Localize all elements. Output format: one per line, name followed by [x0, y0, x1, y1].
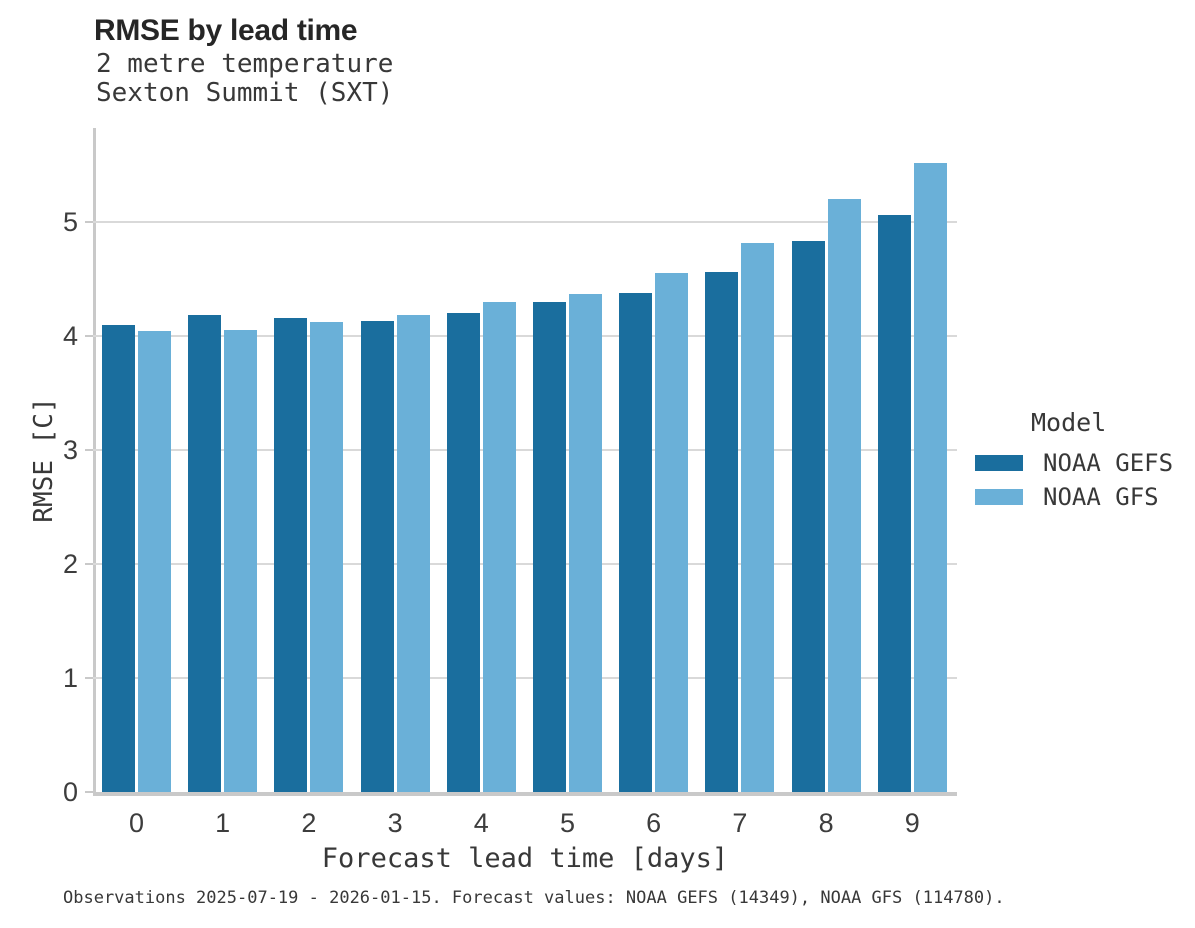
x-tick-label: 2	[301, 808, 317, 838]
legend-swatch	[975, 488, 1023, 505]
y-axis-tick	[85, 335, 93, 337]
y-axis-tick	[85, 563, 93, 565]
bar-noaa-gefs-day7	[705, 272, 739, 792]
x-tick-label: 6	[646, 808, 662, 838]
x-tick-label: 4	[473, 808, 489, 838]
x-tick-label: 3	[387, 808, 403, 838]
chart-subtitle-line2: Sexton Summit (SXT)	[96, 78, 394, 108]
y-gridline	[93, 677, 957, 679]
bar-noaa-gfs-day6	[655, 273, 689, 792]
bar-noaa-gfs-day5	[569, 294, 602, 792]
legend-item-label: NOAA GFS	[1043, 482, 1159, 511]
legend-swatch	[975, 455, 1023, 471]
x-tick-label: 5	[559, 808, 576, 838]
plot-area	[93, 128, 957, 792]
x-axis-spine	[93, 792, 957, 796]
bar-noaa-gefs-day0	[102, 325, 135, 792]
y-gridline	[93, 221, 957, 223]
x-tick-label: 8	[818, 808, 834, 838]
y-axis-spine	[93, 128, 96, 796]
legend-item: NOAA GEFS	[975, 449, 1174, 477]
y-gridline	[93, 563, 957, 565]
bar-noaa-gefs-day2	[274, 318, 308, 792]
bar-noaa-gefs-day1	[188, 315, 222, 792]
bar-noaa-gefs-day4	[446, 313, 480, 792]
y-axis-tick	[85, 449, 93, 451]
x-axis-title: Forecast lead time [days]	[321, 843, 729, 874]
chart-subtitle-line1: 2 metre temperature	[96, 49, 394, 79]
y-axis-tick	[85, 791, 93, 793]
bar-noaa-gfs-day9	[913, 163, 947, 792]
chart-title: RMSE by lead time	[94, 14, 358, 47]
bar-noaa-gefs-day6	[619, 293, 653, 792]
legend-item: NOAA GFS	[975, 482, 1159, 511]
bar-noaa-gfs-day1	[224, 330, 258, 792]
x-tick-label: 9	[904, 808, 920, 838]
y-gridline	[93, 335, 957, 337]
y-tick-label: 5	[62, 207, 78, 237]
bar-noaa-gefs-day9	[877, 215, 911, 792]
bar-noaa-gfs-day2	[310, 322, 344, 792]
bar-noaa-gefs-day8	[791, 241, 825, 792]
legend-item-label: NOAA GEFS	[1043, 449, 1174, 477]
bar-noaa-gfs-day0	[138, 331, 171, 792]
y-tick-label: 1	[62, 663, 78, 693]
bar-noaa-gfs-day8	[827, 199, 861, 792]
y-axis-tick	[85, 677, 93, 679]
y-axis-tick	[85, 221, 93, 223]
bar-noaa-gfs-day4	[482, 302, 516, 792]
y-tick-label: 0	[62, 777, 78, 807]
y-tick-label: 4	[62, 321, 78, 351]
bar-noaa-gefs-day5	[533, 302, 566, 792]
y-tick-label: 2	[62, 549, 78, 579]
legend-title: Model	[1031, 408, 1107, 437]
bar-noaa-gfs-day7	[741, 243, 775, 792]
bar-noaa-gfs-day3	[396, 315, 430, 792]
caption: Observations 2025-07-19 - 2026-01-15. Fo…	[63, 888, 1005, 908]
x-tick-label: 7	[732, 808, 748, 838]
bar-noaa-gefs-day3	[360, 321, 394, 792]
x-tick-label: 0	[128, 808, 145, 838]
y-gridline	[93, 449, 957, 451]
x-tick-label: 1	[215, 808, 231, 838]
y-tick-label: 3	[62, 435, 78, 465]
